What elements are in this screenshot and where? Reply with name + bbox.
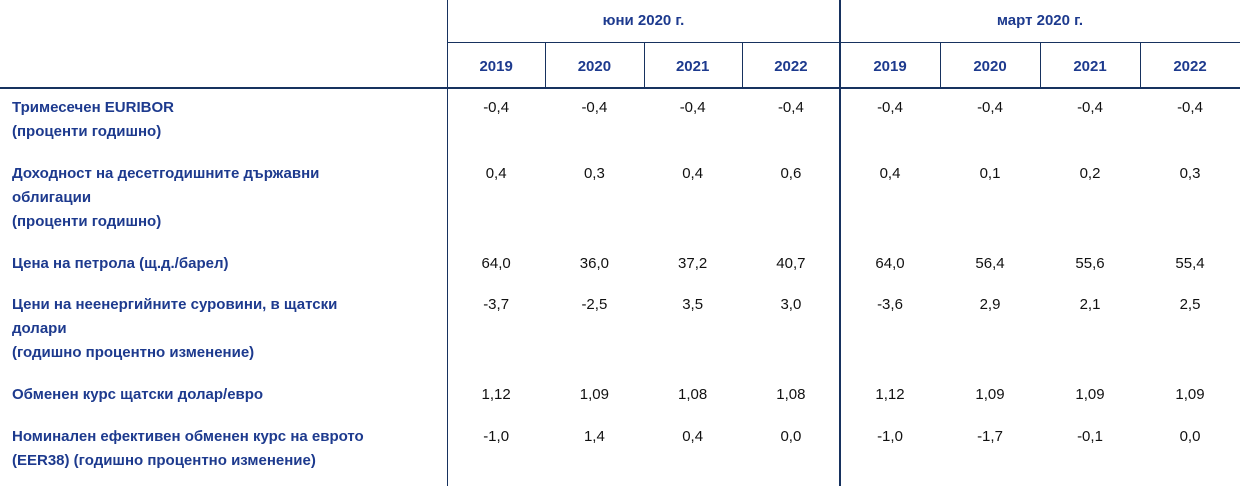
cell-value: -0,4 bbox=[1077, 99, 1103, 116]
cell-value: 0,0 bbox=[1179, 428, 1201, 445]
cell-value: 37,2 bbox=[678, 255, 708, 272]
cell-value: 1,09 bbox=[1175, 386, 1205, 403]
group-header: юни 2020 г. bbox=[602, 12, 685, 29]
row-label: Обменен курс щатски долар/евро bbox=[12, 383, 442, 407]
cell-value: 1,12 bbox=[481, 386, 511, 403]
cell-value: -0,4 bbox=[777, 99, 804, 116]
year-header: 2019 bbox=[873, 58, 907, 75]
cell-value: 56,4 bbox=[975, 255, 1005, 272]
column-divider bbox=[545, 42, 547, 87]
row-label-line: долари bbox=[12, 320, 67, 337]
row-label-line: Доходност на десетгодишните държавни bbox=[12, 165, 320, 182]
cell-value: 55,6 bbox=[1075, 255, 1105, 272]
cell-value: 2,1 bbox=[1079, 296, 1101, 313]
cell-value: 1,09 bbox=[1075, 386, 1105, 403]
vertical-rule bbox=[839, 0, 841, 486]
cell-value: -0,4 bbox=[877, 99, 903, 116]
row-label: Номинален ефективен обменен курс на евро… bbox=[12, 425, 442, 473]
row-label: Цени на неенергийните суровини, в щатски… bbox=[12, 293, 442, 365]
cell-value: 3,5 bbox=[682, 296, 704, 313]
cell-value: 1,08 bbox=[678, 386, 708, 403]
row-label-line: Цени на неенергийните суровини, в щатски bbox=[12, 296, 338, 313]
cell-value: -0,1 bbox=[1077, 428, 1103, 445]
cell-value: 1,09 bbox=[975, 386, 1005, 403]
column-divider bbox=[1040, 42, 1041, 87]
cell-value: 36,0 bbox=[579, 255, 609, 272]
year-header: 2020 bbox=[577, 58, 612, 75]
year-header: 2022 bbox=[1173, 58, 1207, 75]
year-header: 2019 bbox=[479, 58, 513, 75]
cell-value: 1,4 bbox=[583, 428, 605, 445]
year-header: 2021 bbox=[1073, 58, 1107, 75]
cell-value: 3,0 bbox=[780, 296, 802, 313]
cell-value: 0,4 bbox=[485, 165, 507, 182]
cell-value: -3,6 bbox=[877, 296, 903, 313]
cell-value: -0,4 bbox=[483, 99, 510, 116]
row-label-line: Тримесечен EURIBOR bbox=[12, 99, 174, 116]
row-label: Доходност на десетгодишните държавни обли… bbox=[12, 162, 442, 234]
cell-value: -0,4 bbox=[679, 99, 706, 116]
row-label-line: Цена на петрола (щ.д./барел) bbox=[12, 255, 229, 272]
row-label-line: (годишно процентно изменение) bbox=[12, 344, 255, 361]
cell-value: 1,09 bbox=[579, 386, 609, 403]
row-label-line: (EER38) (годишно процентно изменение) bbox=[12, 452, 316, 469]
cell-value: 0,4 bbox=[682, 165, 704, 182]
vertical-rule bbox=[447, 0, 448, 486]
cell-value: 1,12 bbox=[875, 386, 905, 403]
year-header: 2020 bbox=[973, 58, 1007, 75]
cell-value: -0,4 bbox=[581, 99, 608, 116]
cell-value: 0,2 bbox=[1079, 165, 1101, 182]
header-rule bbox=[0, 87, 1240, 89]
group-header: март 2020 г. bbox=[996, 12, 1084, 29]
cell-value: 0,3 bbox=[1179, 165, 1201, 182]
row-label-line: (проценти годишно) bbox=[12, 123, 162, 140]
cell-value: -1,7 bbox=[977, 428, 1003, 445]
row-label: Тримесечен EURIBOR (проценти годишно) bbox=[12, 96, 442, 144]
cell-value: 64,0 bbox=[481, 255, 511, 272]
cell-value: 64,0 bbox=[875, 255, 905, 272]
cell-value: 0,4 bbox=[879, 165, 901, 182]
cell-value: 0,0 bbox=[780, 428, 802, 445]
cell-value: -3,7 bbox=[483, 296, 510, 313]
cell-value: 2,5 bbox=[1179, 296, 1201, 313]
cell-value: -1,0 bbox=[483, 428, 510, 445]
row-label-line: Обменен курс щатски долар/евро bbox=[12, 386, 264, 403]
row-label-line: Номинален ефективен обменен курс на евро… bbox=[12, 428, 364, 445]
column-divider bbox=[1140, 42, 1141, 87]
cell-value: 0,4 bbox=[682, 428, 704, 445]
row-label-line: (проценти годишно) bbox=[12, 213, 162, 230]
cell-value: 1,08 bbox=[776, 386, 806, 403]
column-divider bbox=[741, 42, 743, 87]
cell-value: 55,4 bbox=[1175, 255, 1205, 272]
cell-value: -0,4 bbox=[1177, 99, 1203, 116]
column-divider bbox=[643, 42, 645, 87]
cell-value: -0,4 bbox=[977, 99, 1003, 116]
year-header: 2022 bbox=[774, 58, 808, 75]
year-header: 2021 bbox=[675, 58, 710, 75]
column-divider bbox=[940, 42, 941, 87]
row-label: Цена на петрола (щ.д./барел) bbox=[12, 252, 442, 276]
cell-value: 0,6 bbox=[780, 165, 802, 182]
cell-value: 2,9 bbox=[979, 296, 1001, 313]
row-label-line: облигации bbox=[12, 189, 92, 206]
cell-value: -1,0 bbox=[877, 428, 903, 445]
cell-value: -2,5 bbox=[581, 296, 608, 313]
cell-value: 40,7 bbox=[776, 255, 806, 272]
header-rule bbox=[447, 42, 1240, 43]
cell-value: 0,1 bbox=[979, 165, 1001, 182]
cell-value: 0,3 bbox=[583, 165, 605, 182]
